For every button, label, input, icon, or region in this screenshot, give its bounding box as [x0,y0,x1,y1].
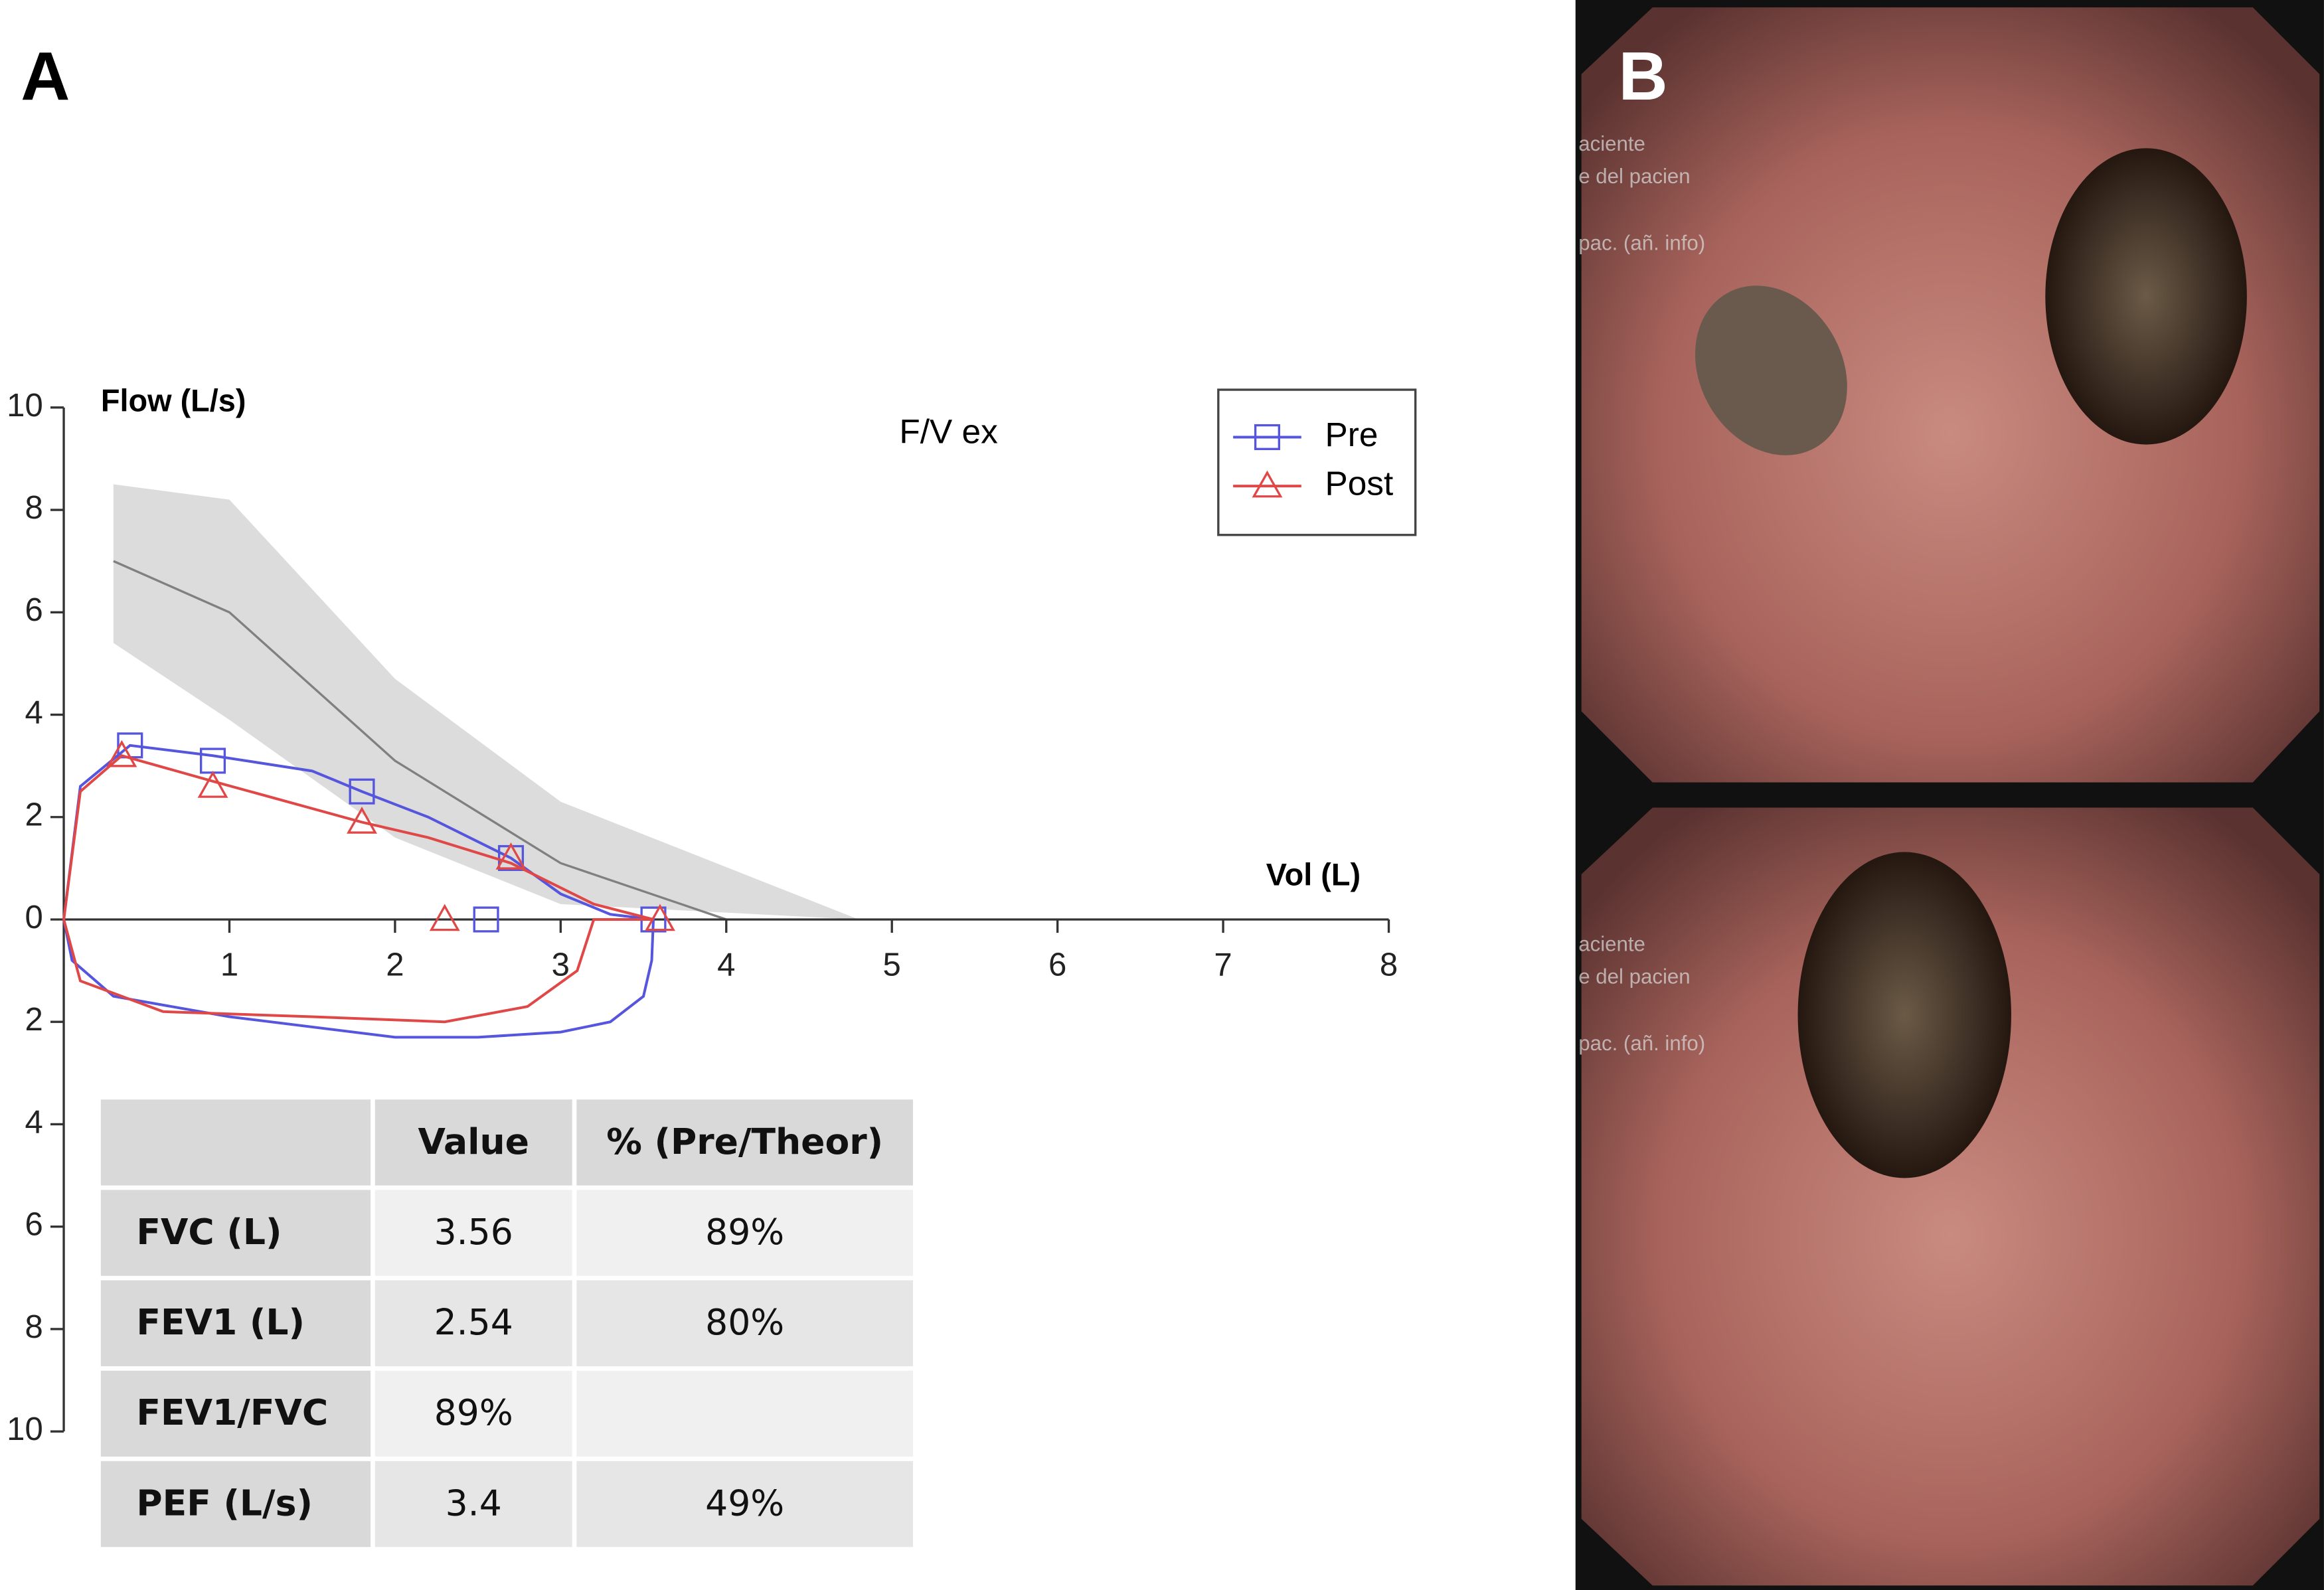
overlay-text: aciente [1578,932,1645,955]
table-text: FVC (L) [136,1211,282,1253]
airway-lumen [2045,148,2247,445]
chart-title: F/V ex [899,413,998,451]
overlay-text: aciente [1578,132,1645,155]
overlay-text: e del pacien [1578,965,1690,988]
overlay-text: e del pacien [1578,165,1690,188]
table-text: % (Pre/Theor) [606,1121,883,1162]
y-tick-label: 8 [25,1309,42,1345]
y-tick-label: 2 [25,797,42,833]
x-tick-label: 5 [883,947,901,983]
table-text: Value [418,1121,529,1162]
table-cell [576,1099,914,1186]
table-text: PEF (L/s) [136,1482,313,1524]
panel-label: A [21,38,70,114]
table-text: 49% [705,1482,784,1524]
table-cell [576,1190,914,1276]
y-tick-label: 6 [25,592,42,628]
table-text: 89% [434,1391,513,1433]
table-cell [374,1370,572,1457]
y-tick-label: 6 [25,1207,42,1243]
table-text: 3.56 [434,1211,513,1253]
predicted-band [113,484,859,919]
legend-label: Post [1325,465,1394,503]
marker [645,904,675,931]
legend-marker [1254,424,1281,450]
table-cell [576,1461,914,1548]
table-text: 89% [705,1211,784,1253]
lesion [1695,285,1847,455]
marker [347,806,377,834]
table-text: 3.4 [446,1482,502,1524]
marker [473,906,499,933]
x-tick-label: 1 [220,947,238,983]
table-cell [576,1280,914,1366]
table-text: FEV1/FVC [136,1391,328,1433]
table-cell [100,1370,371,1457]
x-tick-label: 6 [1048,947,1066,983]
y-tick-label: 4 [25,694,42,730]
x-tick-label: 7 [1214,947,1232,983]
table-cell [576,1370,914,1457]
y-tick-label: 4 [25,1104,42,1140]
x-axis-label: Vol (L) [1266,858,1361,892]
table-cell [374,1280,572,1366]
marker [429,904,460,931]
y-tick-label: 10 [7,1411,43,1447]
x-tick-label: 2 [386,947,404,983]
legend-marker [1252,470,1283,498]
marker [349,778,375,805]
airway-lumen [1797,852,2011,1178]
table-cell [374,1190,572,1276]
table-text: 80% [705,1301,784,1343]
legend-box [1217,388,1417,536]
table-cell [374,1461,572,1548]
table-text: FEV1 (L) [136,1301,305,1343]
marker [200,748,226,774]
y-tick-label: 2 [25,1002,42,1038]
marker [495,842,527,870]
panel-label: B [1618,38,1667,114]
y-tick-label: 8 [25,490,42,526]
marker [106,740,137,767]
overlay-text: pac. (añ. info) [1578,1032,1705,1055]
predicted-line [113,560,727,921]
table-cell [100,1190,371,1276]
legend-label: Pre [1325,416,1378,453]
table-cell [100,1461,371,1548]
y-tick-label: 10 [7,388,43,424]
table-cell [100,1280,371,1366]
y-axis-label: Flow (L/s) [101,383,246,418]
y-tick-label: 0 [25,900,42,935]
table-cell [374,1099,572,1186]
table-cell [100,1099,371,1186]
marker [197,770,228,798]
overlay-text: pac. (añ. info) [1578,232,1705,255]
x-tick-label: 8 [1380,947,1398,983]
x-tick-label: 4 [717,947,735,983]
table-text: 2.54 [434,1301,513,1343]
endoscopy-image [1581,807,2320,1586]
